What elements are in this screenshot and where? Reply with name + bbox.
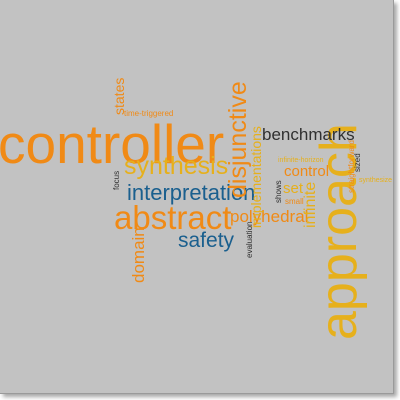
word-sized: sized bbox=[353, 153, 362, 172]
word-control: control bbox=[284, 163, 330, 180]
word-synthesize: synthesize bbox=[359, 177, 393, 184]
word-set: set bbox=[283, 180, 304, 197]
word-shows: shows bbox=[274, 180, 283, 203]
word-polyhedral: polyhedral bbox=[230, 207, 309, 226]
word-implementations: implementations bbox=[248, 126, 264, 228]
word-domain: domain bbox=[129, 227, 148, 283]
word-abstract: abstract bbox=[114, 199, 232, 236]
word-infinite: infinite bbox=[302, 181, 319, 228]
word-small: small bbox=[285, 197, 304, 206]
word-interpretation: interpretation bbox=[127, 180, 256, 205]
word-evaluation: evaluation bbox=[245, 221, 254, 258]
word-cloud: controller approach abstract interpretat… bbox=[0, 0, 394, 394]
word-safety: safety bbox=[178, 229, 235, 252]
word-time-triggered: time-triggered bbox=[124, 109, 174, 118]
word-benchmarks: benchmarks bbox=[262, 125, 355, 144]
word-synthesis: synthesis bbox=[124, 152, 229, 180]
word-focus: focus bbox=[112, 170, 121, 190]
word-infinite-horizon: infinite-horizon bbox=[278, 157, 324, 164]
word-controller: controller bbox=[0, 113, 225, 175]
